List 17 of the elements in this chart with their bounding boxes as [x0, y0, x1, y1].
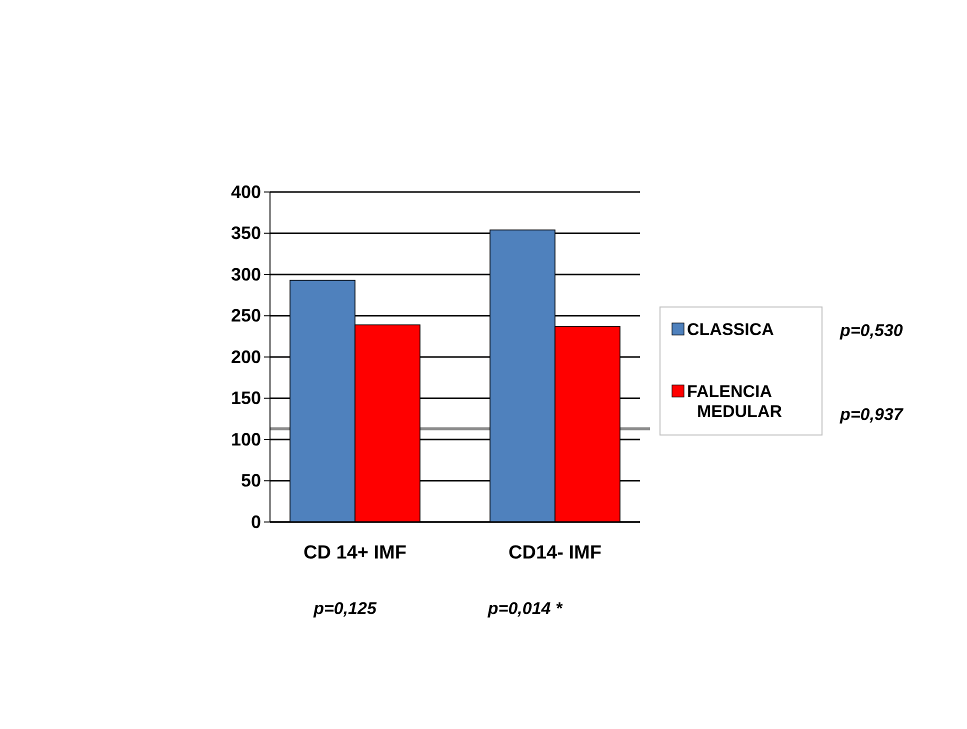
- legend-label: FALENCIA MEDULAR: [687, 382, 782, 421]
- text: p=0,937: [839, 405, 904, 424]
- text: p=0,530: [839, 321, 904, 340]
- x-tick-label: CD 14+ IMF: [304, 542, 406, 564]
- y-tick-label: 100: [230, 429, 261, 450]
- text: p=0,014 *: [486, 599, 564, 618]
- y-tick-label: 0: [250, 512, 261, 532]
- y-tick-label: 300: [230, 264, 261, 284]
- x-tick-label: CD14- IMF: [508, 542, 602, 564]
- legend-label: CLASSICA: [687, 320, 774, 339]
- y-tick-label: 400: [230, 182, 261, 202]
- y-tick-label: 250: [230, 306, 261, 326]
- y-tick-label: 350: [230, 223, 261, 244]
- y-tick-label: 150: [230, 388, 261, 408]
- text: p=0,125: [312, 599, 377, 618]
- y-tick-label: 200: [230, 346, 261, 367]
- y-tick-label: 50: [240, 470, 261, 491]
